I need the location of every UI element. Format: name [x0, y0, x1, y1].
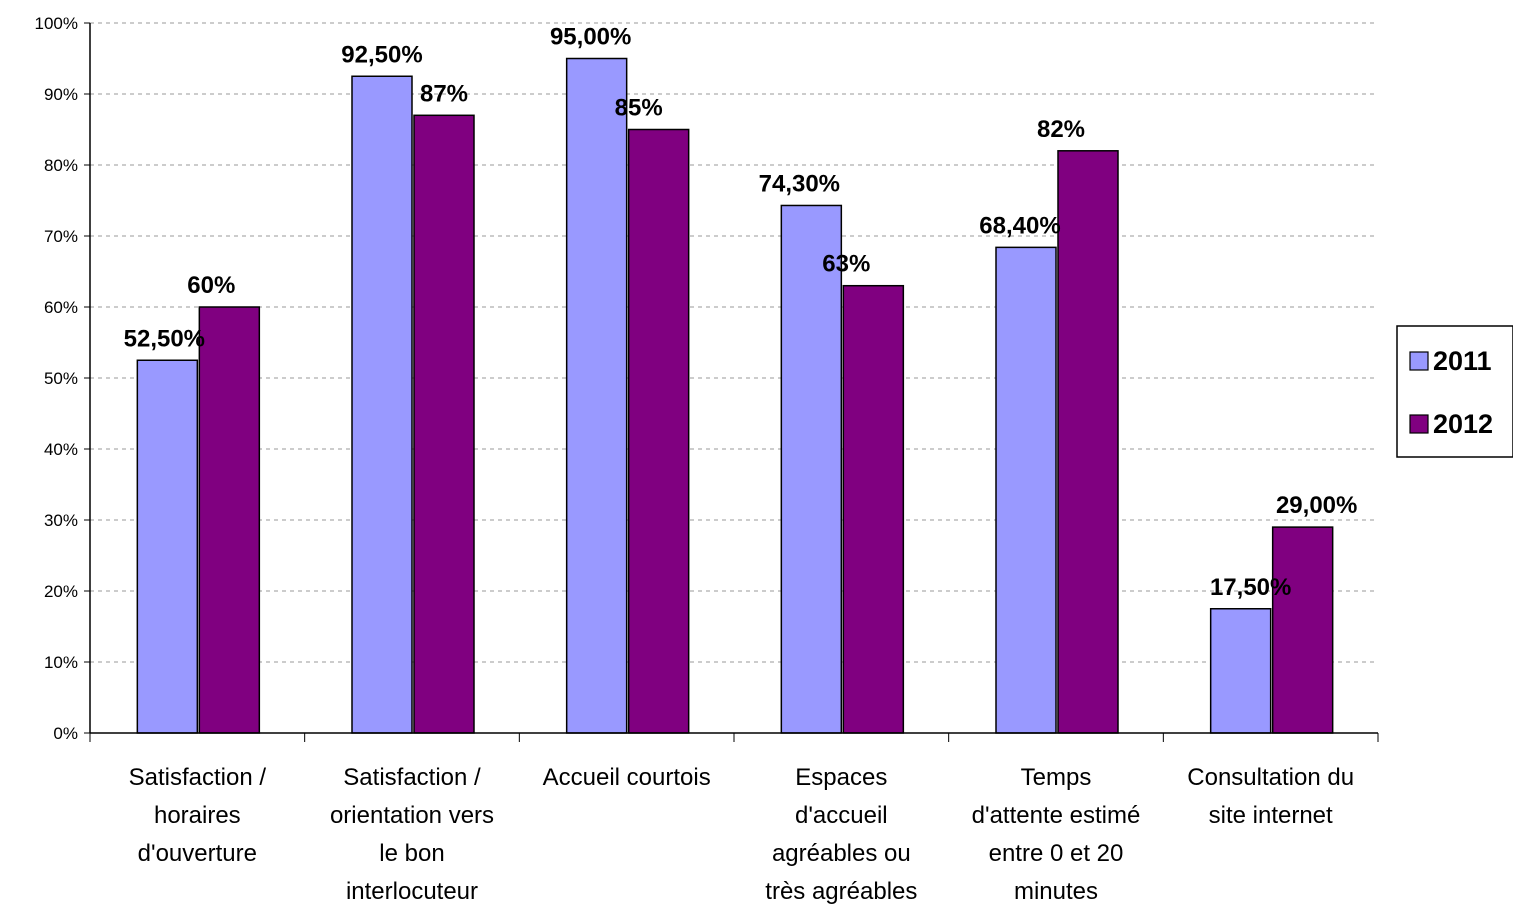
bar-2011-cat-2: [565, 57, 628, 734]
bars: [136, 57, 1334, 734]
legend-swatch-2011: [1409, 351, 1429, 371]
data-label-2011-cat-4: 68,40%: [979, 212, 1060, 239]
data-label-2012-cat-1: 87%: [420, 80, 468, 107]
data-label-2012-cat-3: 63%: [822, 251, 870, 278]
x-category-label-line: très agréables: [765, 878, 917, 905]
x-category-label-line: orientation vers: [330, 802, 494, 829]
bar-2012-cat-1: [413, 114, 475, 734]
x-category-label-line: Accueil courtois: [543, 764, 711, 791]
y-tick-labels: 0% 10% 20% 30% 40% 50% 60% 70% 80% 90% 100%: [35, 14, 78, 743]
y-tick-label: 90%: [44, 85, 78, 104]
legend-swatch-2012: [1409, 414, 1429, 434]
x-category-label-line: Temps: [1021, 764, 1092, 791]
x-category-labels: Satisfaction / horaires d'ouvertureSatisfa…: [129, 764, 1354, 905]
x-category-label-line: d'attente estimé: [972, 802, 1141, 829]
data-label-2011-cat-3: 74,30%: [759, 170, 840, 197]
y-tick-label: 10%: [44, 653, 78, 672]
bar-2012-cat-2: [627, 128, 690, 734]
y-tick-label: 30%: [44, 511, 78, 530]
x-category-label-line: site internet: [1209, 802, 1333, 829]
x-category-label-line: d'ouverture: [138, 840, 257, 867]
x-category-label-line: Satisfaction /: [343, 764, 481, 791]
x-category-label: Accueil courtois: [543, 764, 711, 791]
x-category-label-line: agréables ou: [772, 840, 911, 867]
axes: [84, 22, 1379, 742]
data-label-2012-cat-5: 29,00%: [1276, 492, 1357, 519]
bar-2012-cat-3: [842, 284, 905, 734]
y-tick-label: 100%: [35, 14, 78, 33]
bar-2011-cat-4: [995, 246, 1057, 734]
data-label-2011-cat-1: 92,50%: [341, 41, 422, 68]
x-category-label: Consultation du site internet: [1187, 764, 1354, 829]
data-label-2011-cat-5: 17,50%: [1210, 574, 1291, 601]
data-label-2012-cat-2: 85%: [615, 95, 663, 122]
legend: 2011 2012: [1396, 325, 1513, 458]
legend-label-2011: 2011: [1433, 346, 1492, 376]
x-category-label-line: interlocuteur: [346, 878, 478, 905]
y-tick-label: 20%: [44, 582, 78, 601]
x-category-label-line: horaires: [154, 802, 241, 829]
x-category-label-line: Espaces: [795, 764, 887, 791]
data-label-2011-cat-2: 95,00%: [550, 24, 631, 51]
x-category-label-line: Satisfaction /: [129, 764, 267, 791]
y-tick-label: 60%: [44, 298, 78, 317]
x-category-label: Satisfaction / horaires d'ouverture: [129, 764, 267, 867]
x-category-label: Temps d'attente estimé entre 0 et 20 minute…: [972, 764, 1141, 905]
x-category-label-line: le bon: [379, 840, 444, 867]
y-tick-label: 40%: [44, 440, 78, 459]
x-category-label: Espaces d'accueil agréables ou très agréabl…: [765, 764, 917, 905]
bar-2012-cat-0: [198, 306, 261, 734]
legend-box: [1396, 325, 1513, 458]
bar-2012-cat-5: [1271, 526, 1334, 734]
data-label-2012-cat-4: 82%: [1037, 116, 1085, 143]
x-category-label: Satisfaction / orientation vers le bon inte…: [330, 764, 494, 905]
y-tick-label: 80%: [44, 156, 78, 175]
bar-2011-cat-3: [780, 204, 843, 734]
x-category-label-line: entre 0 et 20: [989, 840, 1124, 867]
bar-2011-cat-1: [351, 75, 413, 734]
bar-2012-cat-4: [1057, 150, 1119, 734]
data-label-2011-cat-0: 52,50%: [124, 325, 205, 352]
data-label-2012-cat-0: 60%: [187, 272, 235, 299]
y-tick-label: 0%: [53, 724, 78, 743]
x-category-label-line: Consultation du: [1187, 764, 1354, 791]
legend-label-2012: 2012: [1433, 409, 1493, 439]
y-tick-label: 50%: [44, 369, 78, 388]
data-labels: 52,50% 60% 92,50% 87% 95,00% 85% 74,30% 63% 68,4…: [124, 24, 1358, 601]
x-category-label-line: minutes: [1014, 878, 1098, 905]
bar-2011-cat-5: [1209, 608, 1272, 734]
bar-2011-cat-0: [136, 359, 199, 734]
gridlines: [90, 22, 1378, 663]
y-tick-label: 70%: [44, 227, 78, 246]
x-category-label-line: d'accueil: [795, 802, 888, 829]
